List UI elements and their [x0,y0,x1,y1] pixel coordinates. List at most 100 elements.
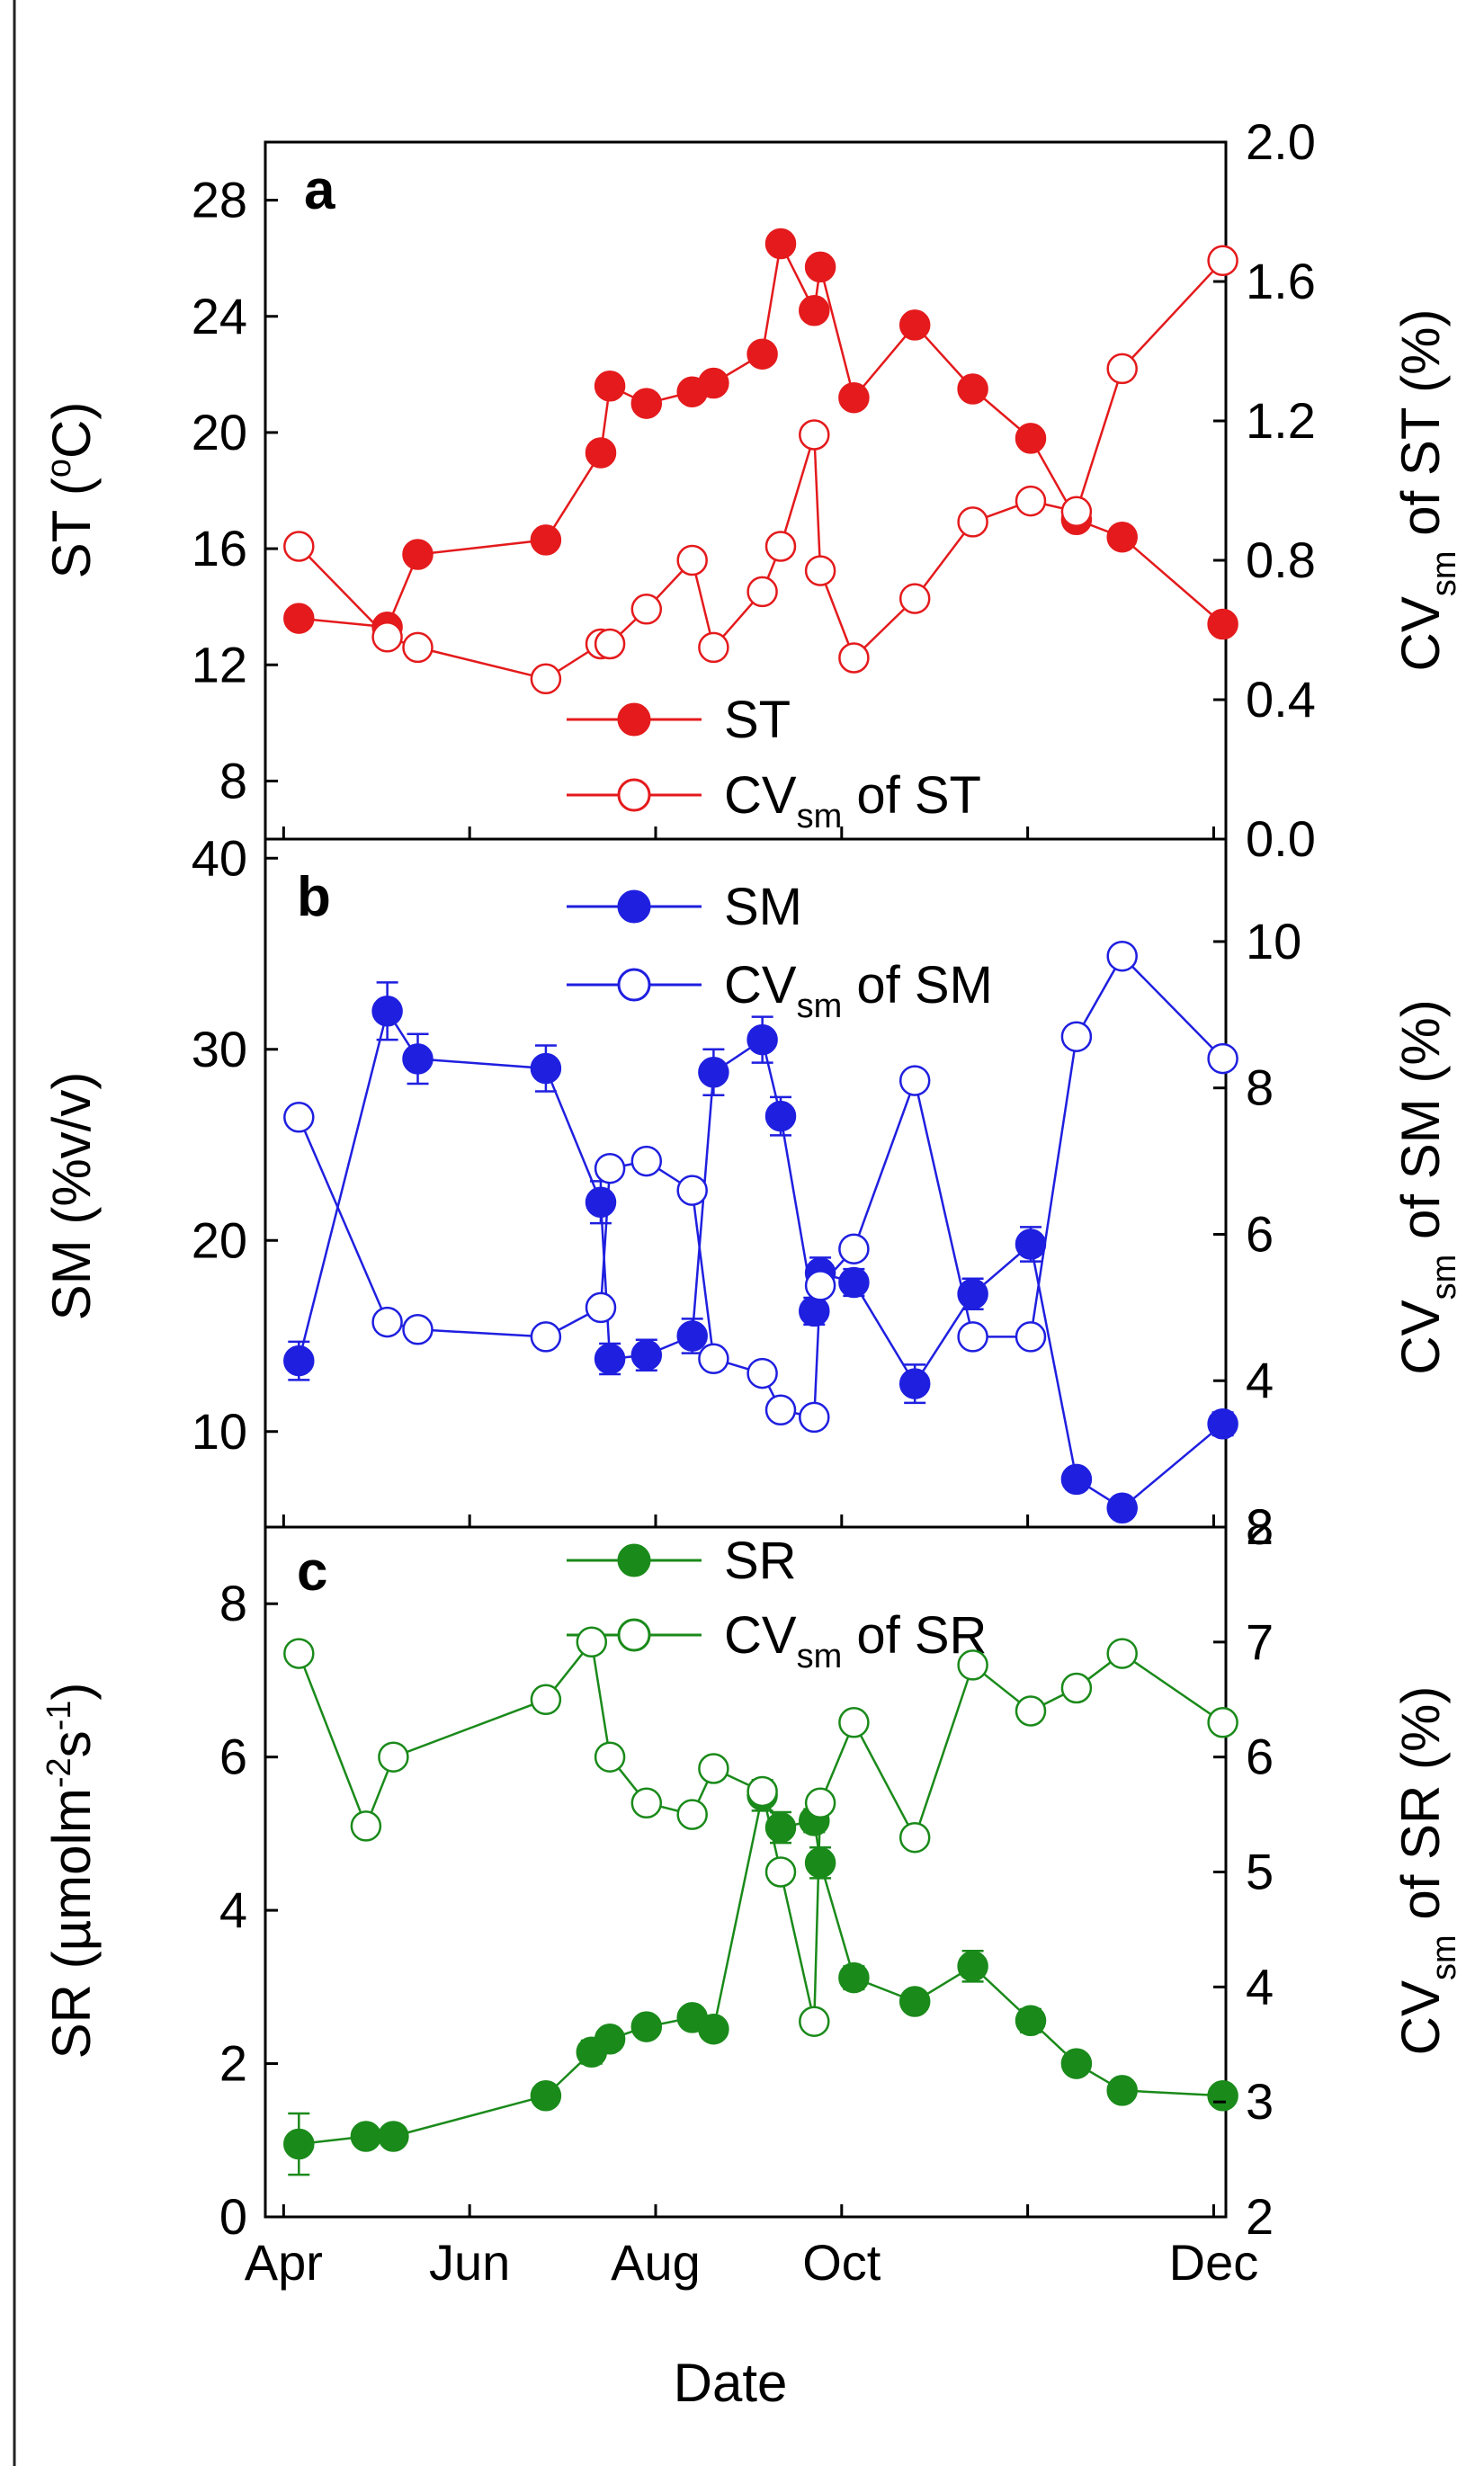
panel-a-right-tick-label: 0.0 [1246,810,1316,867]
panel-a-series-0-point [1207,608,1238,640]
panel-a-series-1-point [402,631,434,664]
legend-a-solid-marker [617,702,651,737]
panel-b-left-tick-label: 40 [192,829,247,886]
panel-b-series-1-point [1015,1321,1047,1353]
panel-c-series-0-point [530,2080,562,2112]
panel-c-series-0-point [1207,2080,1238,2112]
panel-a-series-1-point [1015,485,1047,517]
panel-c-right-tick-label: 8 [1246,1498,1274,1555]
panel-b-series-0-point [1106,1492,1138,1524]
panel-c-left-axis-title: SR (µmolm-2s-1) [40,1683,102,2059]
panel-b-right-tick-label: 2 [1246,1498,1274,1555]
panel-c-series-0-point [764,1811,797,1844]
panel-b-series-0-point [594,1343,626,1375]
panel-b-series-0-point [764,1100,797,1132]
legend-b-open-label: CVsm of SM [724,956,993,1025]
panel-b-series-0-point [630,1339,663,1371]
x-tick-label-apr: Apr [245,2234,323,2291]
panel-c-right-tick-label: 4 [1246,1958,1274,2015]
panel-b-series-1-point [1207,1042,1238,1075]
panel-c-series-0-point [698,2013,729,2045]
legend-c-open-label: CVsm of SR [724,1606,987,1675]
panel-b-series-1-point [838,1233,870,1264]
panel-a-legend: ST CVsm of ST [567,691,981,835]
panel-a-series-1-line [298,259,1224,681]
panel-a-series-0-point [402,539,434,570]
panel-a-series-1-point [898,583,931,614]
panel-b-left-tick-label: 20 [192,1211,247,1268]
panel-c-left-tick-label: 0 [219,2188,247,2245]
panel-b-series-0-point [838,1266,870,1299]
panel-c-series-0-point [594,2024,626,2055]
panel-b-series-0-point [1207,1408,1238,1440]
legend-a-open-label: CVsm of ST [724,766,981,835]
panel-a-series-0-point [630,388,663,419]
panel-a-series-1-point [1060,496,1093,528]
panel-c-series-0-point [1060,2048,1093,2079]
panel-c-series-0-point [378,2121,409,2152]
panel-b-series-1-point [804,1270,836,1301]
panel-a-left-tick-label: 12 [192,636,247,692]
panel-a-series-1-point [594,628,626,660]
panel-a-series-0-point [1106,521,1138,553]
panel-c-series-1-point [283,1638,315,1669]
panel-c-series-1-point [1207,1707,1238,1738]
panel-a-series-0-point [746,338,778,370]
panel-c-series-0-point [1106,2075,1138,2106]
panel-c-series-1-point [804,1787,836,1819]
panel-a-right-tick-label: 0.4 [1246,671,1316,728]
panel-c-right-tick-label: 3 [1246,2073,1274,2130]
panel-c-right-tick-label: 5 [1246,1844,1274,1900]
panel-letter-a: a [304,159,335,221]
legend-b-solid-marker [617,889,651,924]
panel-b-legend: SM CVsm of SM [567,878,993,1025]
panel-b-series-1-point [1060,1021,1093,1052]
panel-a-series-1-point [530,663,562,695]
axis-ticks: 812162024280.00.40.81.21.62.010203040246… [192,113,1316,2291]
panel-c-series-1-point [698,1753,729,1784]
panel-a-series-1-point [799,419,830,451]
panel-b-right-tick-label: 6 [1246,1205,1274,1262]
panel-c-series-0-point [838,1961,870,1994]
panel-c-series-0-point [957,1951,988,1982]
panel-a-series-0-point [585,437,617,469]
panel-a-series-1-point [764,531,797,562]
panel-a-series-1-point [1207,245,1238,277]
panel-c-right-tick-label: 6 [1246,1729,1274,1785]
panel-b-right-axis-title: CVsm of SM (%) [1390,999,1463,1374]
panel-b-series-0-point [799,1295,830,1327]
panel-b-series-1-point [283,1102,315,1133]
panel-a-series-0-point [838,381,870,414]
panel-c-series-1-point [350,1810,382,1842]
panel-b-right-tick-label: 10 [1246,913,1301,969]
panel-c-series-1-point [898,1821,931,1854]
panel-b-series-1-point [402,1314,434,1345]
panel-c-left-tick-label: 6 [219,1729,247,1785]
panel-a-right-tick-label: 2.0 [1246,113,1316,170]
panel-b-series-0-point [585,1186,617,1219]
panel-a-series-0-point [698,367,729,399]
panel-c-series-1-point [630,1787,663,1819]
legend-b-solid-label: SM [724,878,802,936]
panel-b-right-tick-label: 8 [1246,1059,1274,1116]
panel-b-series-1-point [764,1394,797,1426]
panel-b-series-0-point [898,1368,931,1399]
panel-a-series-1-point [1106,353,1138,385]
panel-c-series-1-point [746,1775,778,1808]
panel-b-series-1-point [585,1291,617,1324]
panel-b-left-axis-title: SM (%v/v) [41,1072,102,1321]
panel-b-series-0-point [283,1345,315,1377]
legend-b-open-marker [617,968,651,1002]
legend-a-open-marker [617,778,651,812]
panel-a-series-1-point [698,631,729,664]
panel-b-series-1-point [630,1145,663,1177]
panel-a-left-tick-label: 16 [192,520,247,576]
legend-c-solid-label: SR [724,1532,797,1590]
panel-a-series-1-point [676,544,708,576]
panel-a-series-1-point [804,555,836,586]
panel-a-left-axis-title: ST (oC) [40,402,102,579]
panel-b-series-0-point [371,996,403,1027]
panel-a-series-1-point [630,594,663,625]
legend-c-open-marker [617,1618,651,1652]
panel-a-series-1-point [371,621,403,653]
